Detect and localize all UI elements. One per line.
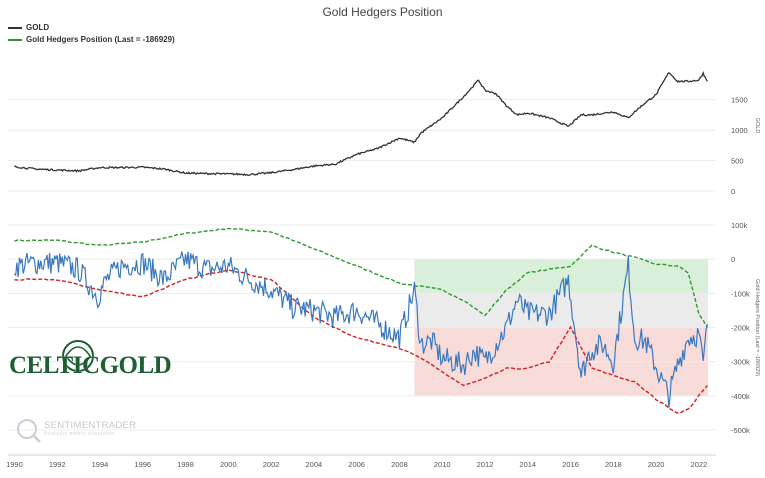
- x-tick-label-2018: 2018: [605, 460, 622, 469]
- gold-tick-label-1000: 1000: [731, 126, 748, 135]
- shaded-band-1: [414, 293, 708, 328]
- magnifier-lens: [17, 419, 37, 439]
- knot-ring: [62, 340, 94, 372]
- chart-title: Gold Hedgers Position: [322, 5, 443, 19]
- gold-tick-label-500: 500: [731, 157, 744, 166]
- hedgers-axis: 100k 0 -100k -200k -300k -400k -500k Gold Hedge…: [731, 221, 760, 435]
- hedgers-tick-label--100k: -100k: [731, 289, 750, 298]
- x-tick-label-2006: 2006: [348, 460, 365, 469]
- sentimentrader-watermark: SENTIMENTRADER: [44, 420, 137, 431]
- gold-axis: 1500 1000 500 0 GOLD: [731, 96, 760, 196]
- x-tick-label-1998: 1998: [177, 460, 194, 469]
- x-tick-label-2014: 2014: [519, 460, 536, 469]
- x-tick-label-2008: 2008: [391, 460, 408, 469]
- x-tick-label-2016: 2016: [562, 460, 579, 469]
- x-tick-label-2010: 2010: [434, 460, 451, 469]
- gold-tick-label-0: 0: [731, 187, 735, 196]
- hedgers-axis-label: Gold Hedgers Position (Last = -186929): [754, 279, 760, 376]
- gold-tick-label-1500: 1500: [731, 96, 748, 105]
- legend-swatch-hedgers: [8, 38, 22, 41]
- hedgers-tick-label--300k: -300k: [731, 358, 750, 367]
- magnifier-icon: [17, 419, 41, 443]
- gold-axis-label: GOLD: [754, 118, 760, 134]
- magnifier-handle: [33, 435, 41, 443]
- x-tick-label-1994: 1994: [92, 460, 109, 469]
- legend-item-gold[interactable]: GOLD: [8, 23, 49, 32]
- hedgers-tick-label--200k: -200k: [731, 324, 750, 333]
- gold-line: [14, 70, 708, 177]
- legend-swatch-gold: [8, 26, 22, 29]
- celtic-knot-icon: [62, 340, 94, 372]
- x-tick-label-2000: 2000: [220, 460, 237, 469]
- sentimentrader-watermark-subtitle: Analysis meets execution: [44, 431, 115, 437]
- x-tick-label-2022: 2022: [691, 460, 708, 469]
- x-tick-label-1992: 1992: [49, 460, 66, 469]
- legend-label-hedgers: Gold Hedgers Position (Last = -186929): [26, 35, 175, 44]
- x-tick-label-2020: 2020: [648, 460, 665, 469]
- x-tick-label-2002: 2002: [263, 460, 280, 469]
- x-tick-label-2012: 2012: [477, 460, 494, 469]
- hedgers-tick-label-0: 0: [731, 255, 735, 264]
- hedgers-tick-label--500k: -500k: [731, 426, 750, 435]
- upper-band-line: [14, 227, 709, 328]
- celticgold-logo: CELTICGOLD: [9, 352, 172, 379]
- legend-item-hedgers[interactable]: Gold Hedgers Position (Last = -186929): [8, 35, 175, 44]
- hedgers-tick-label-100k: 100k: [731, 221, 748, 230]
- hedgers-line: [13, 251, 708, 408]
- x-tick-label-1996: 1996: [134, 460, 151, 469]
- legend-label-gold: GOLD: [26, 23, 50, 32]
- knot-loop: [65, 346, 91, 366]
- hedgers-tick-label--400k: -400k: [731, 392, 750, 401]
- x-tick-label-2004: 2004: [306, 460, 323, 469]
- x-tick-label-1990: 1990: [6, 460, 23, 469]
- x-axis: 1990 1992 1994 1996 1998 2000 2002 2004 2006 2008…: [6, 454, 716, 469]
